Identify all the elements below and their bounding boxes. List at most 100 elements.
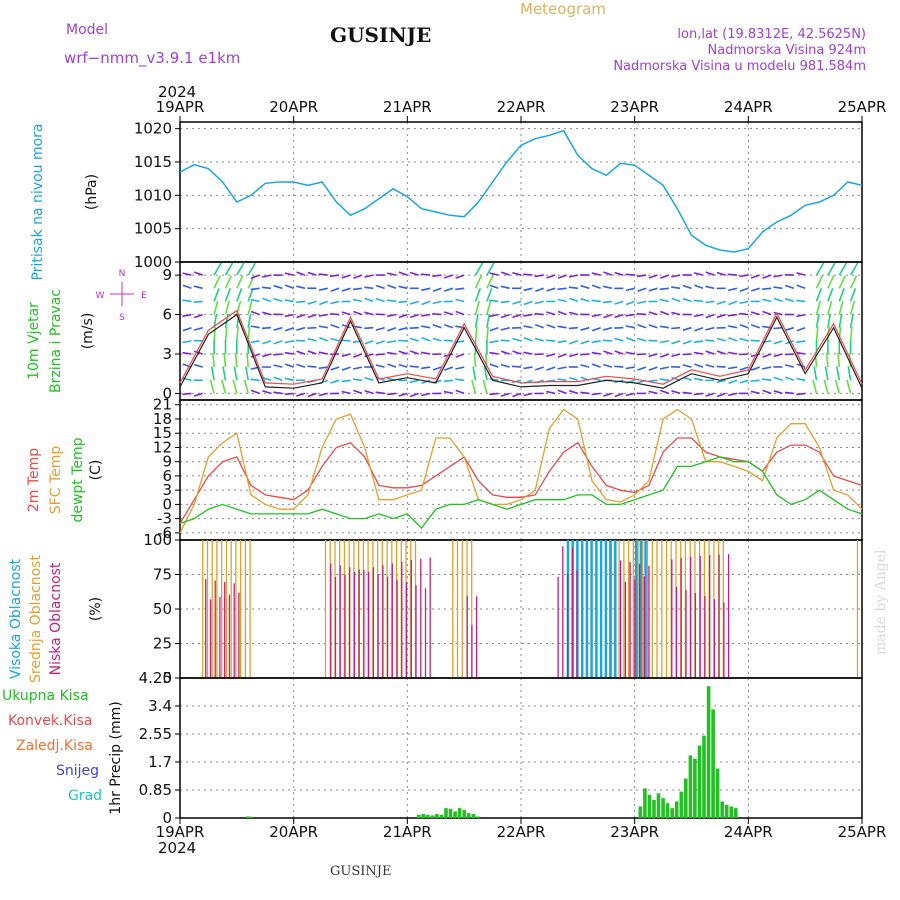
wind-vector bbox=[739, 274, 749, 278]
wind-vector bbox=[614, 271, 624, 276]
y-tick-label: 0.85 bbox=[139, 781, 172, 799]
precip-bar bbox=[439, 814, 444, 818]
pressure-panel: 1000 1005 1010 1015 1020 Pritisak na nivou mo… bbox=[30, 120, 863, 281]
wind-vector bbox=[659, 287, 669, 291]
wind-vector bbox=[262, 297, 272, 303]
precip-panel: 0 0.85 1.7 2.55 3.4 4.25 1hr Precip (mm) Ukupna… bbox=[2, 669, 863, 827]
wind-vector bbox=[210, 366, 215, 381]
wind-vector bbox=[728, 300, 738, 306]
wind-vector bbox=[319, 300, 329, 306]
wind-vector bbox=[273, 297, 283, 303]
wind-vector bbox=[489, 272, 499, 276]
wind-vector bbox=[387, 326, 397, 332]
wind-vector bbox=[603, 363, 613, 368]
wind-vector bbox=[659, 366, 669, 370]
precip-bar bbox=[720, 801, 724, 818]
wind-vector bbox=[386, 313, 397, 318]
cloud-high-axis-label: Visoka Oblacnost bbox=[8, 558, 24, 679]
precip-bar bbox=[471, 814, 476, 818]
wind-vector-field bbox=[182, 262, 859, 398]
wind-vector bbox=[849, 326, 853, 341]
wind-vector bbox=[534, 324, 544, 329]
footer-station-label: GUSINJE bbox=[330, 864, 391, 879]
wind-vector bbox=[224, 275, 233, 289]
wind-vector bbox=[341, 274, 351, 279]
bottom-date-label: 22APR bbox=[497, 823, 546, 841]
wind-vector bbox=[750, 287, 760, 292]
wind-vector bbox=[432, 287, 442, 293]
wind-vector bbox=[784, 353, 794, 356]
top-date-label: 21APR bbox=[383, 98, 432, 116]
wind-vector bbox=[500, 392, 510, 397]
precip-bar bbox=[652, 799, 656, 818]
wind-unit-label: (m/s) bbox=[80, 313, 96, 350]
wind-vector bbox=[194, 271, 203, 276]
wind-vector bbox=[660, 353, 670, 358]
wind-vector bbox=[648, 379, 658, 382]
clouds-panel: 0 25 50 75 100 Visoka Oblacnost Srednja Oblacn… bbox=[8, 531, 863, 687]
wind-vector bbox=[307, 350, 317, 355]
wind-vector bbox=[247, 262, 256, 276]
wind-vector bbox=[846, 379, 852, 394]
wind-vector bbox=[648, 311, 658, 316]
wind-vector bbox=[636, 274, 647, 278]
wind-vector bbox=[602, 326, 613, 331]
wind-vector bbox=[614, 300, 624, 305]
wind-vector bbox=[193, 326, 203, 331]
wind-vector bbox=[838, 288, 845, 302]
wind-vector bbox=[500, 313, 510, 319]
precip-bar bbox=[674, 801, 679, 818]
wind-vector bbox=[284, 392, 294, 396]
wind-vector bbox=[375, 364, 385, 368]
wind-vector bbox=[182, 340, 192, 344]
wind-vector bbox=[625, 313, 635, 317]
wind-vector bbox=[827, 288, 834, 302]
wind-vector bbox=[682, 353, 692, 356]
wind-vector bbox=[250, 353, 260, 358]
cloud-mid-axis-label: Srednja Oblacnost bbox=[28, 555, 44, 683]
y-tick-label: 0 bbox=[162, 495, 172, 513]
wind-vector bbox=[296, 300, 306, 304]
wind-vector bbox=[307, 313, 317, 319]
wind-vector bbox=[546, 287, 556, 292]
wind-vector bbox=[421, 392, 431, 397]
wind-vector bbox=[489, 340, 499, 344]
wind-vector bbox=[224, 326, 228, 341]
wind-vector bbox=[739, 337, 749, 342]
bottom-year-label: 2024 bbox=[158, 839, 196, 857]
wind-vector bbox=[750, 339, 760, 342]
wind-vector bbox=[375, 284, 385, 290]
model-label: Model bbox=[66, 22, 108, 38]
wind-vector bbox=[603, 313, 613, 319]
wind-vector bbox=[273, 391, 283, 395]
wind-vector bbox=[625, 366, 635, 370]
wind-vector bbox=[693, 313, 704, 318]
y-tick-label: 6 bbox=[162, 467, 172, 485]
wind-vector bbox=[221, 379, 227, 394]
wind-vector bbox=[762, 298, 772, 303]
wind-vector bbox=[250, 340, 260, 344]
wind-vector bbox=[398, 363, 408, 368]
wind-vector bbox=[486, 326, 489, 341]
wind-vector bbox=[838, 262, 847, 276]
precip-bar bbox=[688, 755, 693, 818]
wind-vector bbox=[849, 275, 858, 289]
wind-vector bbox=[250, 310, 260, 316]
wind-vector bbox=[727, 273, 738, 276]
wind-vector bbox=[773, 286, 783, 290]
wind-vector bbox=[659, 340, 669, 344]
temp-unit-label: (C) bbox=[88, 460, 104, 481]
wind-vector bbox=[557, 287, 567, 291]
wind-vector bbox=[591, 326, 601, 332]
wind-vector bbox=[773, 297, 783, 303]
wind-vector bbox=[364, 311, 374, 316]
wind-vector bbox=[671, 274, 681, 278]
wind-vector bbox=[500, 285, 510, 290]
wind-vector bbox=[307, 365, 317, 368]
wind-vector bbox=[693, 272, 704, 276]
wind-vector bbox=[705, 313, 715, 319]
wind-axis-label: 10m Vjetar bbox=[26, 302, 42, 380]
wind-vector bbox=[182, 313, 192, 317]
wind-vector bbox=[648, 390, 658, 395]
wind-vector bbox=[557, 366, 567, 370]
